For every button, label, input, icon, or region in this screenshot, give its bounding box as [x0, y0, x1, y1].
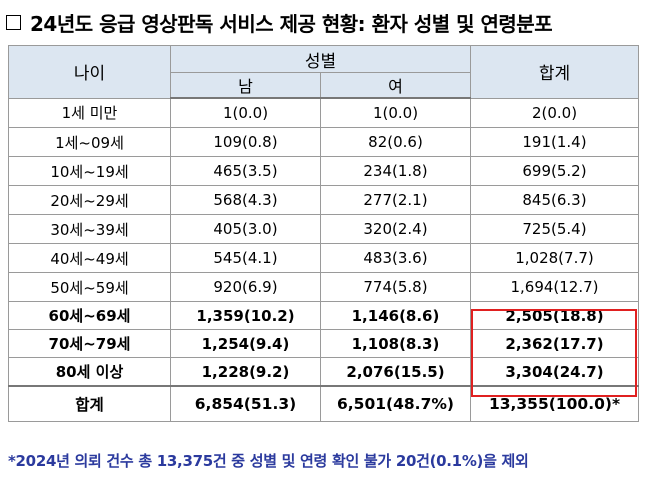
- total-row-female: 6,501(48.7%): [320, 385, 471, 422]
- header-female: 여: [320, 72, 471, 99]
- title-text: 24년도 응급 영상판독 서비스 제공 현황: 환자 성별 및 연령분포: [30, 11, 553, 36]
- age-cell: 30세~39세: [8, 214, 171, 244]
- female-cell: 320(2.4): [320, 214, 471, 244]
- total-row-total: 13,355(100.0)*: [470, 385, 639, 422]
- age-cell: 60세~69세: [8, 301, 171, 330]
- male-cell: 405(3.0): [170, 214, 321, 244]
- male-cell: 545(4.1): [170, 243, 321, 273]
- table-row: 1세 미만 1(0.0) 1(0.0) 2(0.0): [8, 97, 639, 128]
- female-cell: 1(0.0): [320, 97, 471, 128]
- table-row: 50세~59세 920(6.9) 774(5.8) 1,694(12.7): [8, 272, 639, 302]
- total-cell: 3,304(24.7): [470, 357, 639, 387]
- age-cell: 1세 미만: [8, 97, 171, 128]
- female-cell: 277(2.1): [320, 185, 471, 215]
- age-cell: 10세~19세: [8, 156, 171, 186]
- header-gender: 성별: [170, 45, 471, 73]
- header-total: 합계: [470, 45, 639, 99]
- male-cell: 1,359(10.2): [170, 301, 321, 330]
- male-cell: 465(3.5): [170, 156, 321, 186]
- total-row-label: 합계: [8, 385, 171, 422]
- age-cell: 1세~09세: [8, 127, 171, 157]
- table-row: 30세~39세 405(3.0) 320(2.4) 725(5.4): [8, 214, 639, 244]
- female-cell: 1,146(8.6): [320, 301, 471, 330]
- total-cell: 191(1.4): [470, 127, 639, 157]
- female-cell: 2,076(15.5): [320, 357, 471, 387]
- total-cell: 845(6.3): [470, 185, 639, 215]
- male-cell: 1,228(9.2): [170, 357, 321, 387]
- female-cell: 483(3.6): [320, 243, 471, 273]
- total-cell: 699(5.2): [470, 156, 639, 186]
- total-row: 합계 6,854(51.3) 6,501(48.7%) 13,355(100.0…: [8, 385, 639, 422]
- male-cell: 1(0.0): [170, 97, 321, 128]
- female-cell: 774(5.8): [320, 272, 471, 302]
- total-row-male: 6,854(51.3): [170, 385, 321, 422]
- age-cell: 80세 이상: [8, 357, 171, 387]
- table-row: 70세~79세 1,254(9.4) 1,108(8.3) 2,362(17.7…: [8, 329, 639, 358]
- header-age: 나이: [8, 45, 171, 99]
- male-cell: 568(4.3): [170, 185, 321, 215]
- age-cell: 20세~29세: [8, 185, 171, 215]
- table-row: 40세~49세 545(4.1) 483(3.6) 1,028(7.7): [8, 243, 639, 273]
- total-cell: 1,694(12.7): [470, 272, 639, 302]
- age-cell: 70세~79세: [8, 329, 171, 358]
- male-cell: 109(0.8): [170, 127, 321, 157]
- total-cell: 725(5.4): [470, 214, 639, 244]
- table-row: 60세~69세 1,359(10.2) 1,146(8.6) 2,505(18.…: [8, 301, 639, 330]
- male-cell: 1,254(9.4): [170, 329, 321, 358]
- page-title: 24년도 응급 영상판독 서비스 제공 현황: 환자 성별 및 연령분포: [6, 8, 553, 36]
- distribution-table: 나이 성별 합계 남 여 1세 미만 1(0.0) 1(0.0) 2(0.0) …: [8, 45, 639, 422]
- header-male: 남: [170, 72, 321, 99]
- age-cell: 50세~59세: [8, 272, 171, 302]
- table-row: 1세~09세 109(0.8) 82(0.6) 191(1.4): [8, 127, 639, 157]
- female-cell: 1,108(8.3): [320, 329, 471, 358]
- total-cell: 2,362(17.7): [470, 329, 639, 358]
- female-cell: 234(1.8): [320, 156, 471, 186]
- total-cell: 2,505(18.8): [470, 301, 639, 330]
- total-cell: 2(0.0): [470, 97, 639, 128]
- age-cell: 40세~49세: [8, 243, 171, 273]
- footnote: *2024년 의뢰 건수 총 13,375건 중 성별 및 연령 확인 불가 2…: [8, 452, 529, 470]
- checkbox-square-icon: [6, 14, 21, 30]
- table-row: 80세 이상 1,228(9.2) 2,076(15.5) 3,304(24.7…: [8, 357, 639, 387]
- table-row: 10세~19세 465(3.5) 234(1.8) 699(5.2): [8, 156, 639, 186]
- total-cell: 1,028(7.7): [470, 243, 639, 273]
- table-row: 20세~29세 568(4.3) 277(2.1) 845(6.3): [8, 185, 639, 215]
- male-cell: 920(6.9): [170, 272, 321, 302]
- female-cell: 82(0.6): [320, 127, 471, 157]
